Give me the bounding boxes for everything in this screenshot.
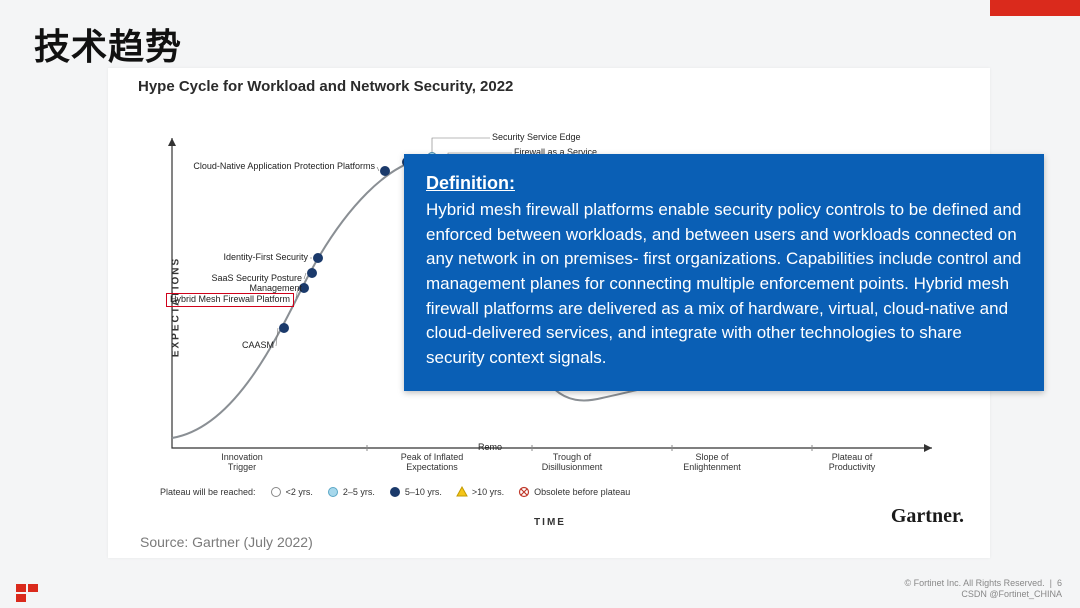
chart-point-label: CAASM [242,341,274,351]
phase-label: Trough ofDisillusionment [517,452,627,510]
phase-label: InnovationTrigger [187,452,297,510]
legend-label: Obsolete before plateau [534,487,630,497]
chart-point-label: Hybrid Mesh Firewall Platform [166,293,294,307]
copyright-text: © Fortinet Inc. All Rights Reserved. [904,578,1044,588]
chart-point-label: SaaS Security PostureManagement [211,274,302,294]
chart-point-label: Identity-First Security [223,253,308,263]
phase-label: Peak of InflatedExpectations [377,452,487,510]
legend-item: Obsolete before plateau [518,486,630,498]
legend-label: 2–5 yrs. [343,487,375,497]
footer-copyright: © Fortinet Inc. All Rights Reserved. | 6… [904,578,1062,600]
source-text: Source: Gartner (July 2022) [140,534,313,550]
slide-root: 技术趋势 Hype Cycle for Workload and Network… [0,0,1080,608]
gartner-logo-text: Gartner. [891,505,964,528]
chart-point-label: Security Service Edge [492,133,581,143]
slide-title: 技术趋势 [34,18,182,70]
legend: Plateau will be reached: <2 yrs. 2–5 yrs. 5… [160,486,630,498]
legend-item: 2–5 yrs. [327,486,375,498]
legend-label: 5–10 yrs. [405,487,442,497]
accent-bar [990,0,1080,16]
fortinet-logo-icon [16,584,38,602]
callout-heading: Definition: [426,170,1022,196]
legend-label: >10 yrs. [472,487,504,497]
chart-title: Hype Cycle for Workload and Network Secu… [138,78,513,95]
definition-callout: Definition: Hybrid mesh firewall platfor… [404,154,1044,391]
chart-point-label: Cloud-Native Application Protection Plat… [193,162,375,172]
x-axis-label: TIME [534,517,566,528]
csdn-attr: CSDN @Fortinet_CHINA [961,589,1062,599]
phase-label: Slope ofEnlightenment [657,452,767,510]
page-number: 6 [1057,578,1062,588]
phase-label: Plateau ofProductivity [797,452,907,510]
legend-item: >10 yrs. [456,486,504,498]
legend-label: <2 yrs. [286,487,313,497]
callout-body: Hybrid mesh firewall platforms enable se… [426,198,1022,370]
legend-item: <2 yrs. [270,486,313,498]
chart-point-label: Remo [478,443,502,453]
legend-lead: Plateau will be reached: [160,487,256,497]
legend-item: 5–10 yrs. [389,486,442,498]
